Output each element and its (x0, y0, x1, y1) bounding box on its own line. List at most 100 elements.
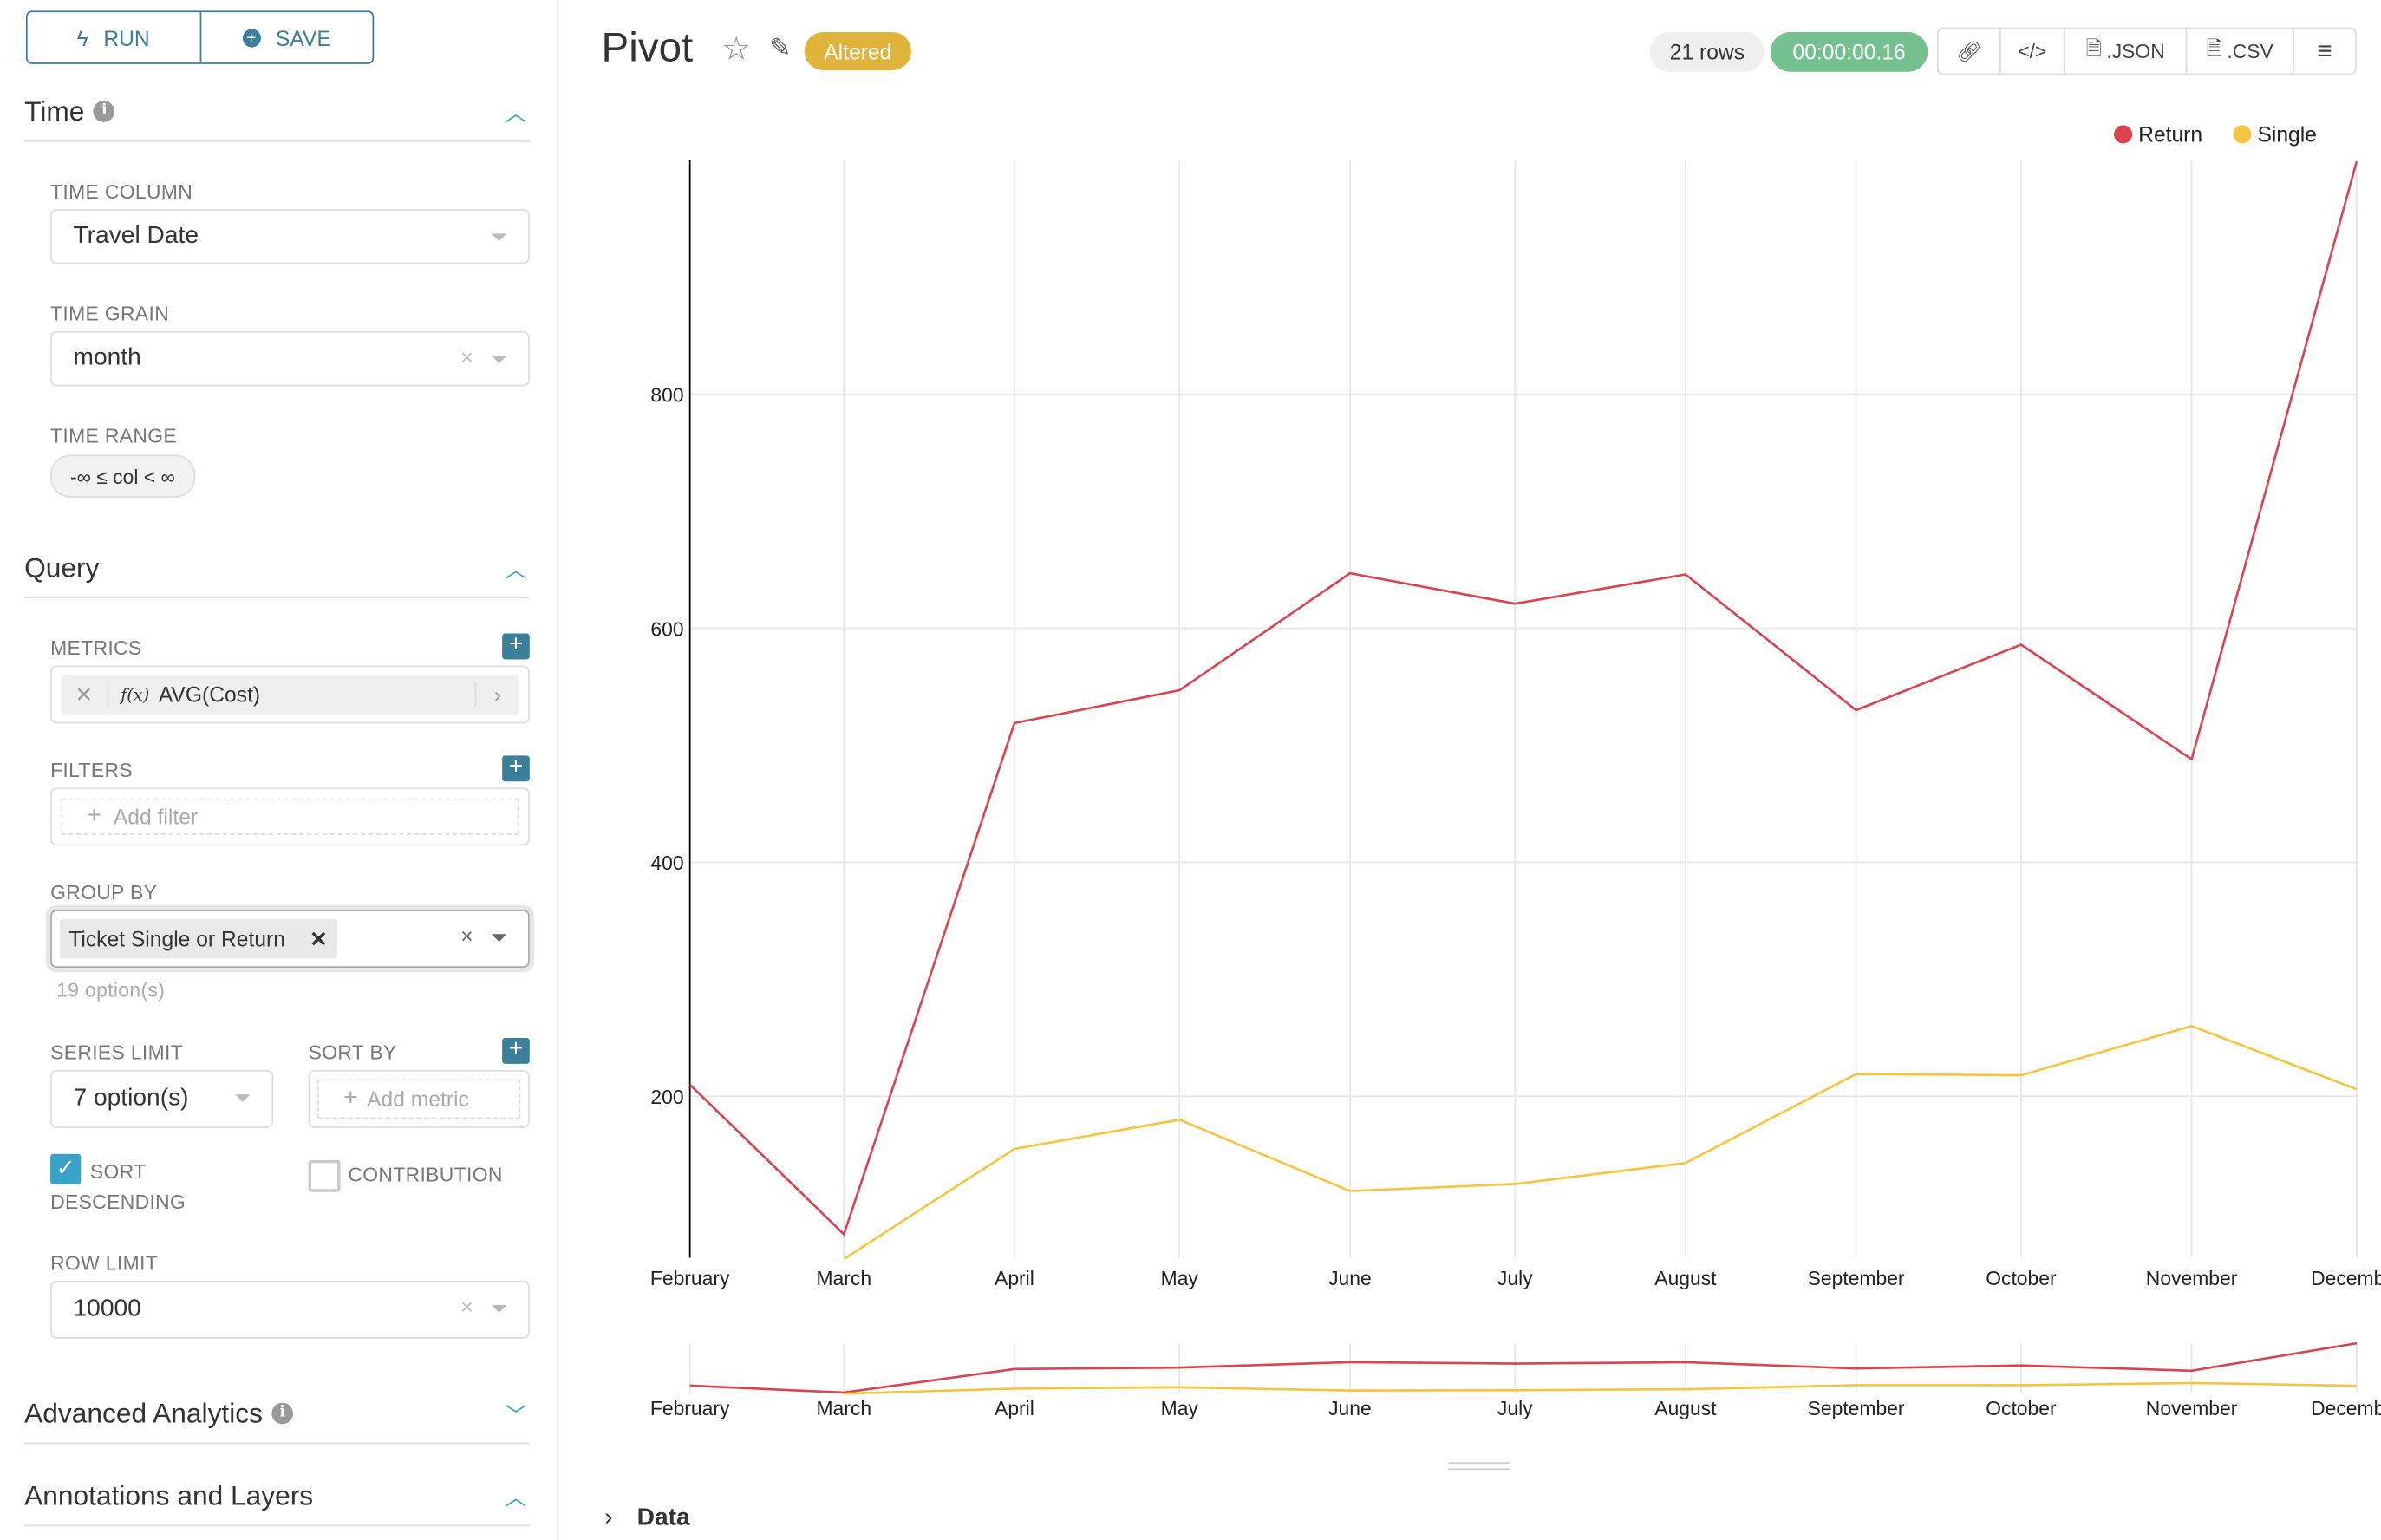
plus-circle-icon: + (242, 28, 261, 47)
query-section-header[interactable]: Query ︿ (24, 538, 530, 599)
export-csv-button[interactable]: 🗎︎ .CSV (2185, 27, 2294, 75)
time-range-label: TIME RANGE (50, 424, 178, 447)
series-line-return (688, 160, 2358, 1237)
file-code-icon: 🗎︎ (2085, 36, 2103, 59)
contribution-label: CONTRIBUTION (348, 1163, 503, 1186)
time-section-header[interactable]: Time i ︿ (24, 82, 530, 142)
embed-code-button[interactable]: </> (1999, 27, 2065, 75)
code-icon: </> (2018, 39, 2047, 63)
plus-icon: + (87, 802, 101, 829)
y-tick-label: 400 (650, 852, 683, 874)
x-tick-label: October (1986, 1267, 2057, 1289)
x-tick-label: December (2311, 1397, 2381, 1419)
remove-icon[interactable]: ✕ (61, 681, 108, 708)
timer-badge: 00:00:00.16 (1770, 31, 1928, 72)
row-limit-label: ROW LIMIT (50, 1251, 159, 1275)
x-tick-label: November (2146, 1267, 2238, 1289)
legend-label: Return (2138, 124, 2202, 147)
sort-descending-label: SORT DESCENDING (50, 1159, 186, 1214)
x-tick-label: November (2146, 1397, 2238, 1419)
hamburger-icon: ≡ (2317, 36, 2332, 65)
file-text-icon: 🗎︎ (2206, 36, 2223, 59)
add-filter-button[interactable]: + Add filter (61, 798, 519, 835)
row-limit-select[interactable]: 10000 × (50, 1280, 530, 1339)
contribution-checkbox[interactable] (308, 1159, 341, 1192)
clear-icon[interactable]: × (460, 344, 473, 369)
metrics-label: METRICS (50, 636, 142, 660)
filters-field: + Add filter (50, 787, 530, 846)
row-count-badge: 21 rows (1649, 31, 1765, 72)
time-range-pill[interactable]: -∞ ≤ col < ∞ (50, 454, 195, 498)
time-grain-select[interactable]: month × (50, 330, 530, 387)
x-tick-label: September (1808, 1267, 1905, 1289)
annotations-header[interactable]: Annotations and Layers ︿ (24, 1467, 530, 1527)
info-icon[interactable]: i (93, 101, 115, 122)
group-by-select[interactable]: Ticket Single or Return ✕ × (50, 910, 530, 969)
x-tick-label: July (1497, 1267, 1533, 1289)
caret-down-icon (491, 356, 507, 363)
chevron-down-icon[interactable]: ﹀ (505, 1402, 527, 1427)
menu-button[interactable]: ≡ (2292, 27, 2357, 75)
legend: Return Single (2114, 124, 2317, 147)
group-by-label: GROUP BY (50, 880, 158, 904)
time-column-label: TIME COLUMN (50, 179, 193, 204)
data-section-toggle[interactable]: › Data (604, 1504, 690, 1531)
series-line-single (843, 1024, 2358, 1260)
legend-label: Single (2257, 124, 2316, 147)
time-grain-label: TIME GRAIN (50, 302, 170, 325)
x-tick-label: April (995, 1267, 1034, 1289)
function-icon: f(x) (121, 684, 150, 705)
sort-by-field: + Add metric (308, 1069, 530, 1128)
add-metric-button[interactable]: + Add metric (317, 1079, 521, 1119)
y-tick-label: 600 (650, 617, 683, 640)
y-tick-label: 200 (650, 1086, 683, 1108)
advanced-analytics-header[interactable]: Advanced Analytics i ﹀ (24, 1385, 530, 1445)
chevron-up-icon[interactable]: ︿ (505, 557, 527, 582)
x-tick-label: March (817, 1397, 872, 1419)
metric-tag[interactable]: ✕ f(x) AVG(Cost) › (61, 675, 519, 715)
x-tick-label: September (1808, 1397, 1905, 1419)
x-tick-label: August (1654, 1267, 1717, 1289)
x-tick-label: February (650, 1267, 730, 1289)
caret-down-icon (235, 1094, 251, 1102)
y-tick-label: 800 (650, 383, 683, 406)
x-tick-label: May (1161, 1267, 1199, 1289)
resize-handle[interactable] (1448, 1462, 1510, 1471)
x-tick-label: March (817, 1267, 872, 1289)
remove-icon[interactable]: ✕ (310, 925, 328, 950)
sort-descending-checkbox[interactable]: ✓ (50, 1153, 82, 1184)
filters-label: FILTERS (50, 758, 133, 782)
chevron-right-icon[interactable]: › (474, 682, 519, 708)
time-column-select[interactable]: Travel Date (50, 209, 530, 264)
add-filter-icon[interactable]: + (502, 754, 530, 782)
x-tick-label: December (2311, 1267, 2381, 1289)
caret-down-icon (491, 1305, 507, 1313)
chevron-up-icon[interactable]: ︿ (505, 1485, 527, 1510)
run-button[interactable]: ϟ RUN (28, 12, 201, 63)
x-tick-label: October (1986, 1397, 2057, 1419)
add-sort-icon[interactable]: + (502, 1037, 530, 1064)
brush-line-single (844, 1381, 2357, 1395)
run-save-group: ϟ RUN + SAVE (25, 10, 375, 64)
add-metric-icon[interactable]: + (502, 633, 530, 660)
x-tick-label: July (1497, 1397, 1533, 1419)
brush-line-return (689, 1341, 2358, 1394)
altered-badge[interactable]: Altered (804, 31, 911, 70)
plus-icon: + (343, 1085, 358, 1112)
chevron-up-icon[interactable]: ︿ (505, 101, 527, 126)
clear-icon[interactable]: × (460, 1294, 473, 1319)
chart-area: Pivot ☆ ✎ Altered 21 rows 00:00:00.16 🔗︎… (558, 0, 2381, 1540)
x-tick-label: August (1654, 1397, 1717, 1419)
caret-down-icon (491, 233, 507, 242)
sort-by-label: SORT BY (308, 1041, 397, 1064)
x-tick-label: June (1328, 1267, 1372, 1289)
star-icon[interactable]: ☆ (721, 31, 751, 68)
chevron-right-icon: › (604, 1504, 613, 1531)
series-limit-select[interactable]: 7 option(s) (50, 1069, 274, 1128)
save-button[interactable]: + SAVE (200, 12, 372, 62)
control-panel: ϟ RUN + SAVE Time i ︿ TIME COLUMN Travel Dat… (0, 0, 559, 1540)
info-icon[interactable]: i (271, 1402, 294, 1425)
edit-icon[interactable]: ✎ (769, 33, 792, 63)
clear-icon[interactable]: × (460, 923, 473, 949)
